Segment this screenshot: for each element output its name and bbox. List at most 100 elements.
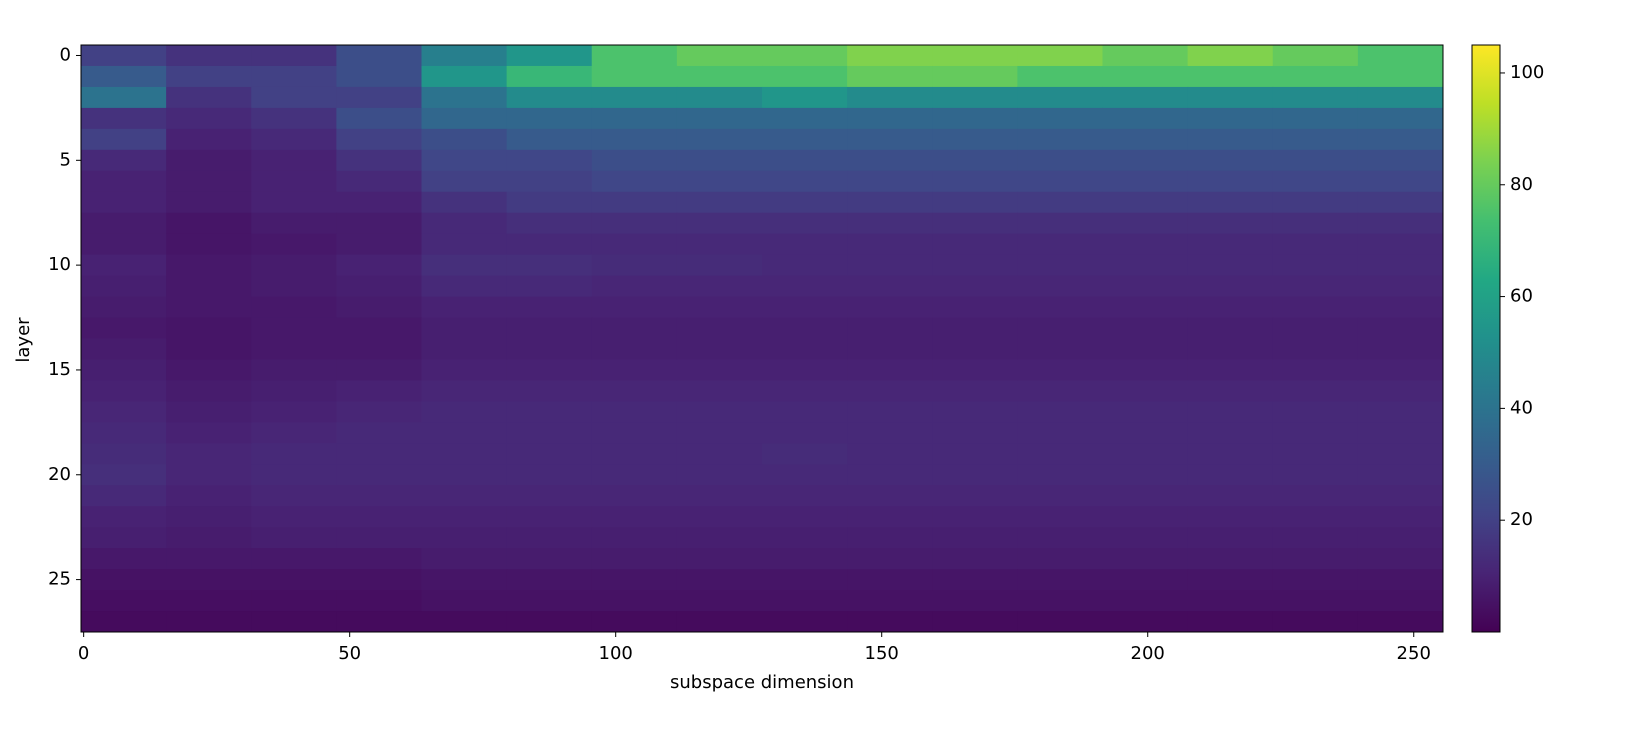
heatmap-cell [1357, 233, 1444, 256]
heatmap-cell [336, 485, 422, 507]
heatmap-cell [847, 611, 933, 633]
heatmap-cell [506, 128, 593, 151]
heatmap-cell [1357, 401, 1444, 423]
heatmap-cell [1357, 86, 1444, 109]
x-tick-label: 0 [78, 643, 89, 664]
heatmap-cell [1017, 548, 1103, 570]
heatmap-cell [251, 422, 337, 444]
heatmap-cell [421, 401, 508, 423]
heatmap-cell [762, 45, 848, 67]
heatmap-cell [762, 86, 848, 109]
heatmap-cell [1102, 443, 1189, 465]
heatmap-cell [932, 191, 1018, 214]
heatmap-cell [762, 128, 848, 151]
heatmap-cell [1187, 590, 1274, 612]
heatmap-cell [506, 611, 593, 633]
heatmap-cell [251, 443, 337, 465]
heatmap-cell [591, 212, 678, 235]
heatmap-cell [676, 338, 763, 360]
heatmap-cell [847, 107, 933, 130]
heatmap-cell [1017, 527, 1103, 549]
heatmap-cell [1017, 443, 1103, 465]
heatmap-cell [81, 45, 167, 67]
heatmap-cell [506, 590, 593, 612]
heatmap-cell [166, 149, 252, 172]
heatmap-cell [932, 86, 1018, 109]
heatmap-cell [1357, 590, 1444, 612]
heatmap-cell [932, 464, 1018, 486]
heatmap-cell [336, 380, 422, 402]
heatmap-cell [506, 65, 593, 88]
heatmap-cell [1272, 443, 1359, 465]
heatmap-cell [251, 485, 337, 507]
heatmap-cell [336, 569, 422, 591]
heatmap-cell [932, 443, 1018, 465]
heatmap-cell [166, 359, 252, 381]
heatmap-cell [762, 254, 848, 277]
heatmap-cell [1187, 191, 1274, 214]
heatmap-cell [251, 569, 337, 591]
heatmap-cell [1187, 359, 1274, 381]
heatmap-cell [847, 233, 933, 256]
heatmap-cell [251, 149, 337, 172]
heatmap-cell [336, 86, 422, 109]
heatmap-cell [251, 170, 337, 193]
heatmap-cell [421, 45, 508, 67]
heatmap-cell [506, 191, 593, 214]
heatmap-cell [81, 527, 167, 549]
heatmap-cell [1272, 296, 1359, 319]
heatmap-cell [421, 443, 508, 465]
heatmap-cell [847, 317, 933, 339]
heatmap-cell [251, 317, 337, 339]
heatmap-cell [1357, 296, 1444, 319]
heatmap-cell [1017, 149, 1103, 172]
heatmap-cell [1102, 590, 1189, 612]
heatmap-cell [1272, 506, 1359, 528]
heatmap-cell [591, 359, 678, 381]
heatmap-cell [847, 191, 933, 214]
heatmap-cell [251, 590, 337, 612]
heatmap-cell [336, 65, 422, 88]
heatmap-cell [591, 443, 678, 465]
heatmap-cell [166, 254, 252, 277]
heatmap-cell [1017, 254, 1103, 277]
heatmap-cell [166, 107, 252, 130]
plot-frame [80, 44, 1444, 633]
heatmap-cell [762, 548, 848, 570]
heatmap-cell [421, 338, 508, 360]
heatmap-cell [166, 233, 252, 256]
heatmap-cell [1357, 191, 1444, 214]
heatmap-cell [1187, 128, 1274, 151]
heatmap-cell [1357, 506, 1444, 528]
heatmap-cell [1272, 527, 1359, 549]
heatmap-cell [847, 506, 933, 528]
heatmap-cell [506, 86, 593, 109]
heatmap-cell [506, 485, 593, 507]
heatmap-cell [847, 170, 933, 193]
heatmap-cell [1357, 107, 1444, 130]
heatmap-cell [847, 45, 933, 67]
heatmap-cell [1017, 170, 1103, 193]
heatmap-cell [847, 359, 933, 381]
heatmap-cell [81, 107, 167, 130]
heatmap-cell [1017, 422, 1103, 444]
heatmap-cell [421, 569, 508, 591]
heatmap-cell [251, 86, 337, 109]
heatmap-cell [336, 317, 422, 339]
heatmap-cell [1102, 380, 1189, 402]
heatmap-cell [591, 401, 678, 423]
heatmap-cell [762, 380, 848, 402]
heatmap-cell [81, 86, 167, 109]
heatmap-cell [847, 485, 933, 507]
heatmap-cell [591, 317, 678, 339]
heatmap-cell [591, 128, 678, 151]
heatmap-cell [847, 275, 933, 298]
heatmap-cell [251, 359, 337, 381]
heatmap-cell [932, 527, 1018, 549]
heatmap-cell [1017, 65, 1103, 88]
heatmap-cell [1017, 275, 1103, 298]
heatmap-cell [1187, 422, 1274, 444]
colorbar-tick-label: 20 [1510, 509, 1533, 530]
heatmap-cell [1017, 464, 1103, 486]
heatmap-cell [81, 296, 167, 319]
